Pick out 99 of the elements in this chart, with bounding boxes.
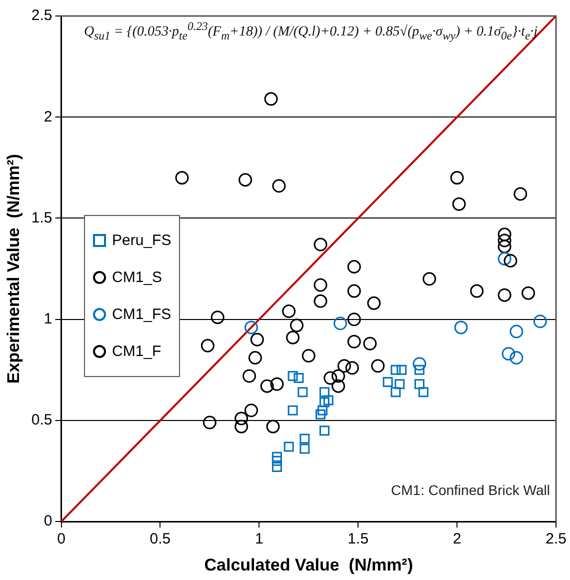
y-tick-label: 1.5 [31,209,52,226]
point [298,387,308,398]
point [272,456,282,466]
point [412,357,426,371]
point [422,272,436,286]
y-tick-label: 0 [44,512,52,530]
point [202,416,216,430]
point [284,442,294,452]
point [290,318,304,332]
point [390,387,401,398]
point [504,254,518,268]
point [498,228,512,242]
point [314,294,328,308]
point [498,240,512,254]
y-tick-label: 2 [44,108,52,126]
point [345,361,359,375]
point [502,346,516,360]
point [452,197,466,211]
legend-label: CM1_S [112,269,162,286]
point [270,377,284,391]
point [347,334,361,348]
point [234,412,248,426]
point [317,405,328,416]
legend-label: CM1_F [112,343,162,360]
point [300,434,310,444]
point [382,377,393,388]
point [319,426,330,436]
point [316,409,326,420]
point [332,379,346,393]
point [244,404,258,418]
point [300,444,310,454]
point [418,387,428,398]
point [347,312,361,326]
y-axis-title: Experimental Value (N/mm²) [4,154,23,384]
point [470,284,484,298]
point [450,171,464,185]
point [514,187,528,201]
legend-label: CM1_FS [112,306,172,323]
point [210,310,224,324]
point [522,286,536,300]
text: Q$_{su1}$ = {(0.053·p$_{te}$$^{0.23}$(F$_{m}$+18)) / (M/(Q.l)+0.12) + 0.85√(p$_{we}$·σ$_{wy}$) + 0.1σ̄$_{0e}$}·t$_{e}$·j [84,20,538,42]
point [334,316,348,330]
point [272,462,282,472]
point [200,338,214,352]
point [371,359,385,373]
x-tick-label: 2 [452,530,462,548]
point [396,364,407,375]
point [324,371,338,385]
point [244,320,258,334]
point [314,278,328,292]
point [414,364,424,375]
point [319,397,330,408]
x-tick-label: 1 [254,530,264,548]
point [510,351,524,365]
y-tick-label: 1 [44,310,52,328]
point [533,314,547,328]
point [414,379,424,390]
point [338,359,351,373]
point [347,260,361,274]
point [394,379,405,390]
point [314,238,328,252]
point [319,387,330,398]
point [250,332,264,346]
point [272,179,286,193]
point [363,336,377,350]
y-tick-label: 0.5 [31,412,52,429]
point [260,379,274,393]
x-tick-label: 0.5 [150,530,171,548]
point [242,369,256,383]
point [286,330,300,344]
point [264,92,278,106]
x-axis-title: Calculated Value (N/mm²) [204,555,414,574]
point [454,320,468,334]
point [248,351,262,365]
point [175,171,189,185]
x-tick-label: 2.5 [546,530,566,548]
legend-label: Peru_FS [112,232,172,249]
point [302,349,316,363]
point [282,304,296,318]
point [332,369,346,383]
point [498,252,512,266]
point [288,370,298,381]
point [347,284,361,298]
point [238,173,252,187]
y-tick-label: 2.5 [31,7,52,24]
point [498,288,512,302]
point [323,395,334,406]
point [390,364,401,375]
point [288,405,298,416]
point [266,420,280,434]
x-tick-label: 0 [57,530,66,548]
point [367,296,381,310]
point [294,373,304,383]
point [510,324,524,338]
annotation: CM1: Confined Brick Wall [391,482,550,498]
point [234,420,248,434]
point [272,452,282,462]
x-tick-label: 1.5 [348,530,369,548]
point [498,234,512,248]
